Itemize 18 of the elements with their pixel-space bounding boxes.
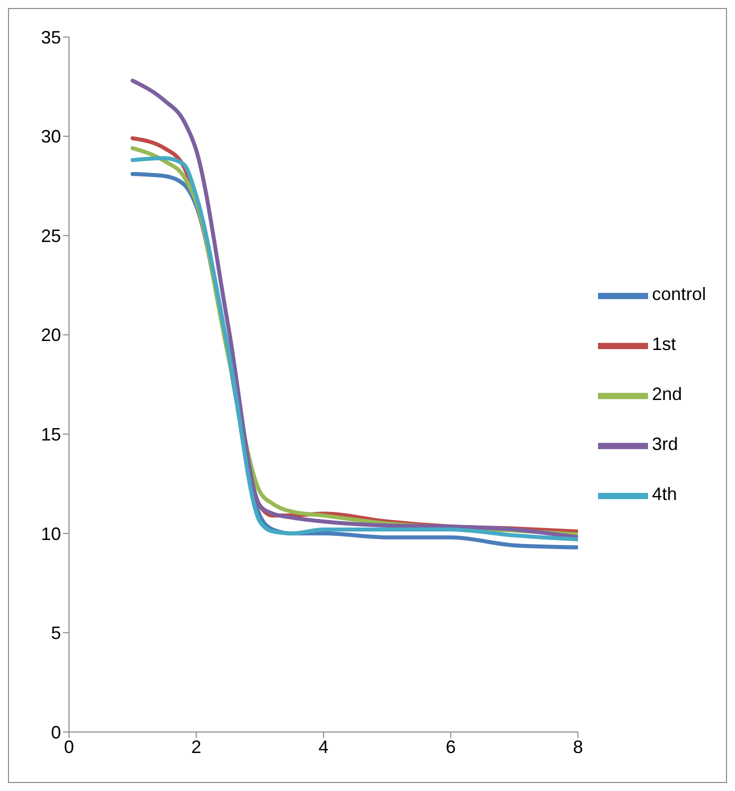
legend-label: 1st xyxy=(652,334,676,354)
legend-label: 4th xyxy=(652,484,677,504)
y-tick-label: 15 xyxy=(40,424,61,445)
y-tick-label: 35 xyxy=(40,27,61,48)
x-tick-label: 6 xyxy=(446,736,456,757)
legend-label: 2nd xyxy=(652,384,682,404)
y-tick-label: 0 xyxy=(50,722,61,742)
y-tick-label: 25 xyxy=(40,226,61,246)
y-tick-label: 5 xyxy=(50,623,61,644)
x-tick-label: 4 xyxy=(318,736,328,757)
x-tick-label: 0 xyxy=(64,736,74,757)
x-tick-label: 2 xyxy=(191,736,202,757)
y-tick-label: 20 xyxy=(40,325,61,346)
y-tick-label: 10 xyxy=(40,524,61,544)
legend-label: control xyxy=(652,284,706,304)
legend-label: 3rd xyxy=(652,434,678,454)
x-tick-label: 8 xyxy=(572,736,583,757)
y-tick-label: 30 xyxy=(40,126,61,147)
